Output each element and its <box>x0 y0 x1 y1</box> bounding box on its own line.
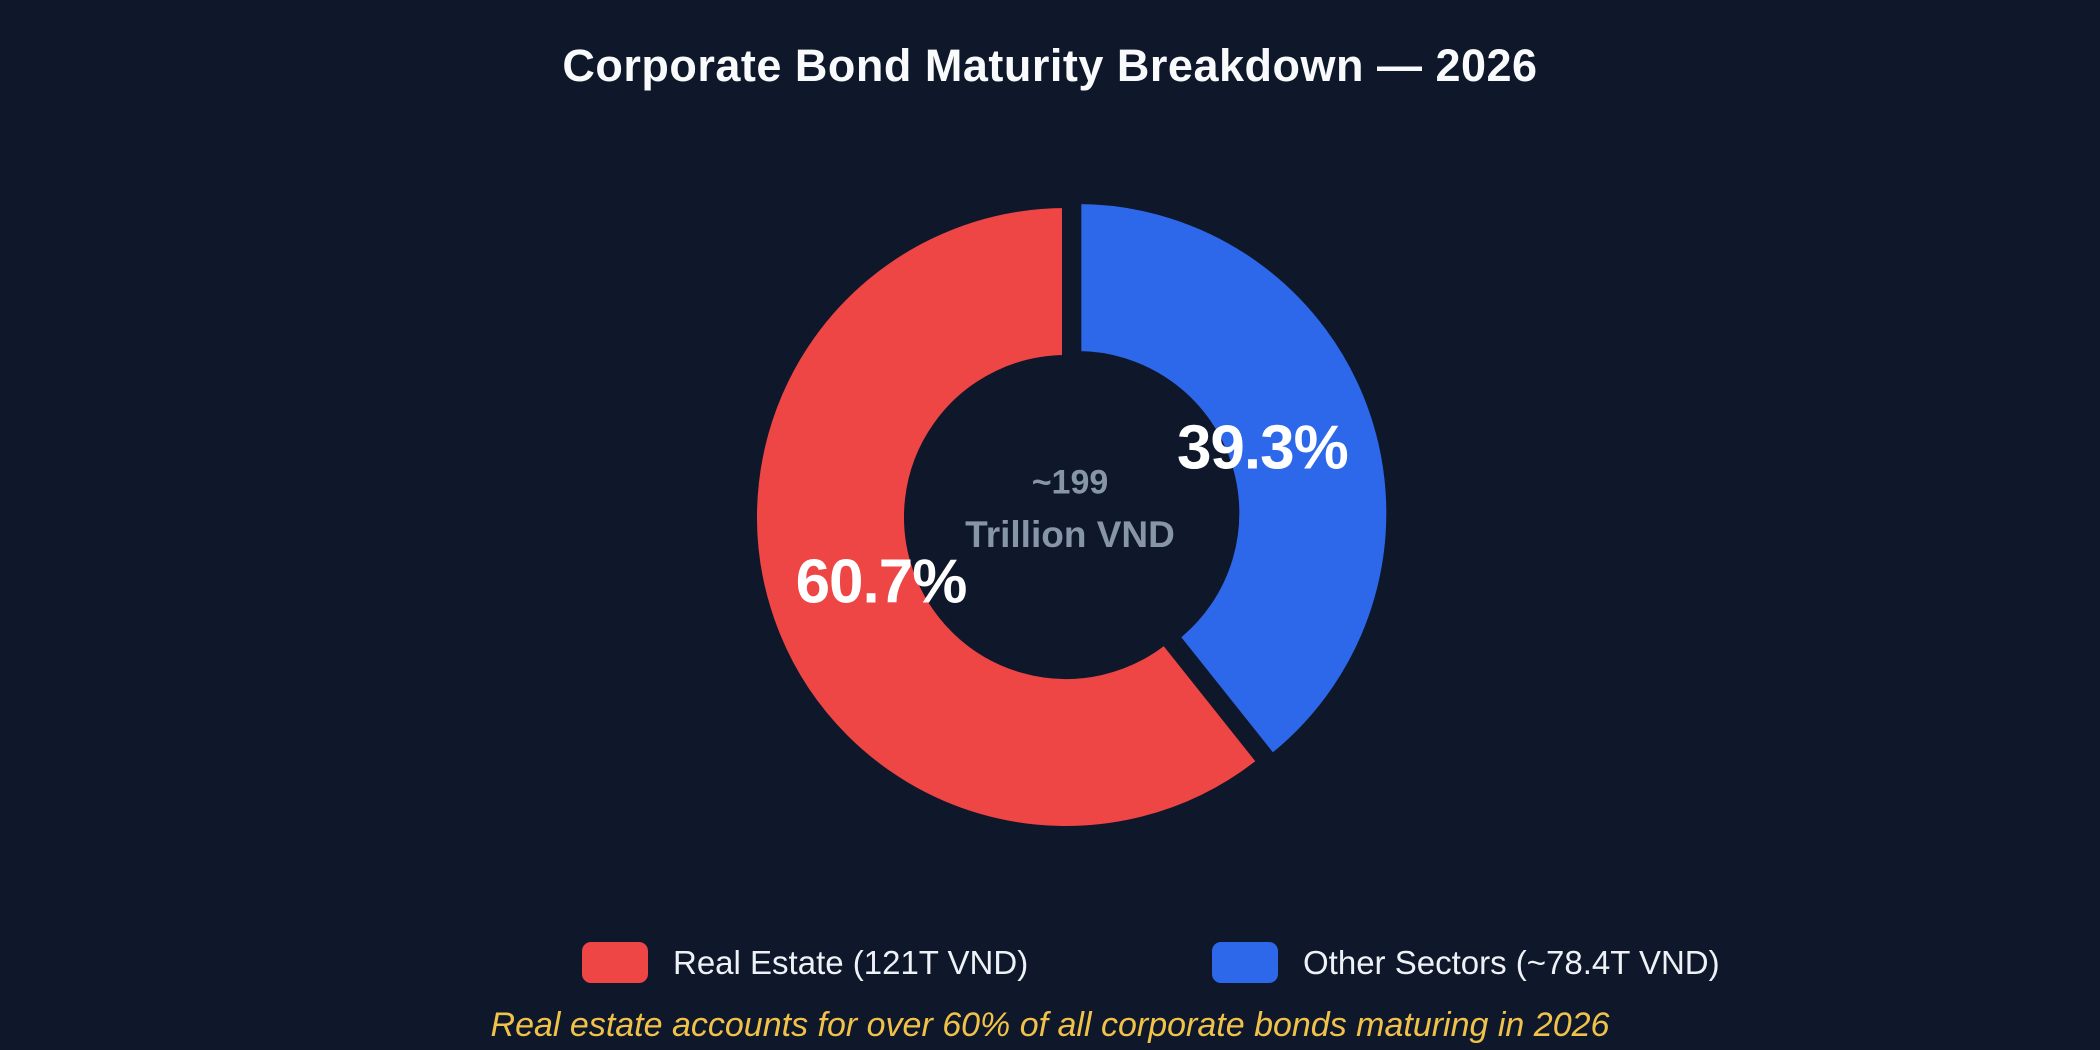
donut-center-unit: Trillion VND <box>965 514 1175 555</box>
legend-label-other-sectors: Other Sectors (~78.4T VND) <box>1303 943 1720 981</box>
legend-swatch-real-estate <box>582 942 648 983</box>
legend-item-other-sectors: Other Sectors (~78.4T VND) <box>1212 942 1720 983</box>
legend-swatch-other-sectors <box>1212 942 1278 983</box>
pie-slice-other-sectors <box>1073 196 1395 762</box>
slice-pct-label-real-estate: 60.7% <box>795 547 968 617</box>
pie-slice-real-estate <box>749 200 1265 834</box>
donut-center-value: ~199 <box>1031 463 1109 502</box>
slice-pct-label-other-sectors: 39.3% <box>1176 413 1349 483</box>
legend-label-real-estate: Real Estate (121T VND) <box>673 943 1029 981</box>
chart-title: Corporate Bond Maturity Breakdown — 2026 <box>562 40 1538 91</box>
chart-caption-annotation: Real estate accounts for over 60% of all… <box>490 1006 1610 1044</box>
legend-item-real-estate: Real Estate (121T VND) <box>582 942 1028 983</box>
